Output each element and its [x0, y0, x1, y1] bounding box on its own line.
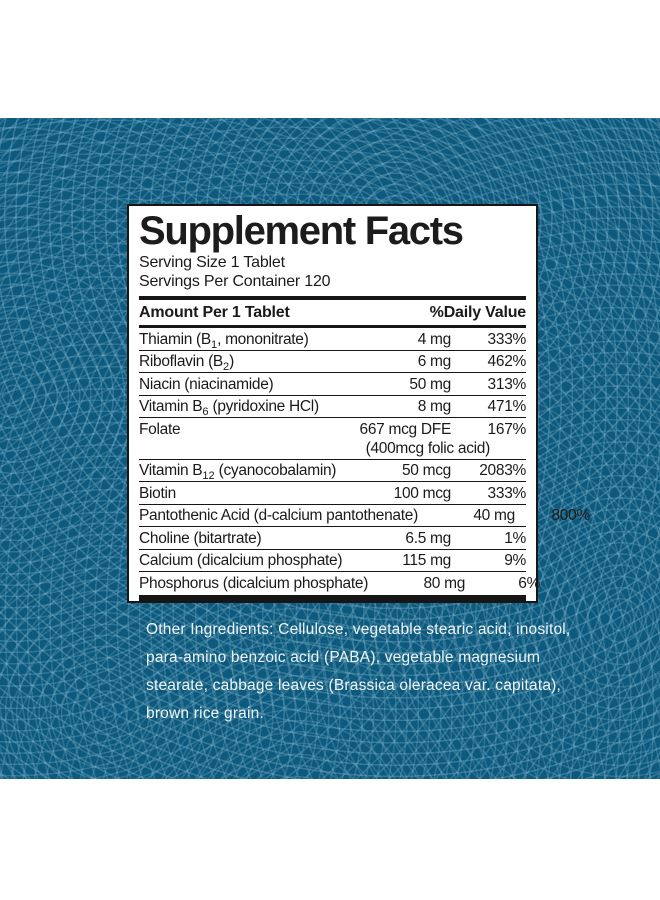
nutrient-row: Thiamin (B1, mononitrate) 4 mg 333% [139, 328, 526, 351]
panel-title: Supplement Facts [139, 209, 464, 253]
nutrient-row: Riboflavin (B2) 6 mg 462% [139, 351, 527, 374]
other-ingredients-line: Other Ingredients: Cellulose, vegetable … [146, 621, 571, 638]
nutrient-daily-value: 471% [487, 398, 527, 415]
nutrient-daily-value: 800% [551, 507, 590, 524]
nutrient-name: Biotin [139, 484, 176, 502]
nutrient-name: Pantothenic Acid (d-calcium pantothenate… [139, 507, 418, 524]
nutrient-daily-value: 167% [487, 420, 527, 438]
supplement-facts-panel: Supplement Facts Serving Size 1 Tablet S… [127, 204, 590, 603]
nutrient-amount: 80 mg [423, 574, 466, 592]
nutrient-amount: 4 mg [417, 330, 452, 348]
table-header-row: Amount Per 1 Tablet %Daily Value [139, 300, 526, 325]
nutrient-amount: 667 mcg DFE [359, 420, 452, 438]
nutrient-amount: 100 mcg [393, 484, 452, 502]
nutrient-name: Phosphorus (dicalcium phosphate) [139, 574, 369, 592]
nutrient-name: Thiamin (B1, mononitrate) [139, 330, 309, 351]
nutrient-daily-value: 6% [518, 574, 541, 592]
nutrient-row: Choline (bitartrate) 6.5 mg 1% [139, 527, 526, 550]
nutrient-amount: 6.5 mg [405, 529, 451, 547]
nutrient-name: Choline (bitartrate) [139, 529, 262, 547]
nutrient-amount: 40 mg [473, 507, 515, 524]
nutrient-amount: 50 mg [409, 375, 451, 393]
nutrient-row: Vitamin B6 (pyridoxine HCl) 8 mg 471% [139, 396, 527, 419]
nutrient-name: Vitamin B6 (pyridoxine HCl) [139, 398, 319, 419]
nutrient-row: Niacin (niacinamide) 50 mg 313% [139, 373, 526, 396]
nutrient-amount: 115 mg [402, 552, 451, 569]
serving-size-text: Serving Size 1 Tablet [139, 254, 285, 271]
amount-column-header: Amount Per 1 Tablet [139, 304, 290, 321]
nutrient-row: Phosphorus (dicalcium phosphate) 80 mg 6… [139, 572, 540, 594]
table-bottom-bar [139, 594, 526, 602]
nutrient-daily-value: 333% [487, 330, 527, 348]
nutrient-row: Vitamin B12 (cyanocobalamin) 50 mcg 2083… [139, 460, 526, 483]
nutrient-name: Niacin (niacinamide) [139, 375, 274, 393]
nutrient-row: Pantothenic Acid (d-calcium pantothenate… [139, 505, 590, 527]
nutrient-daily-value: 1% [504, 529, 526, 547]
other-ingredients-text: Other Ingredients: Cellulose, vegetable … [146, 616, 576, 728]
nutrient-amount: 6 mg [417, 353, 452, 370]
nutrient-name: Vitamin B12 (cyanocobalamin) [139, 462, 337, 483]
other-ingredients-line: para-amino benzoic acid (PABA), vegetabl… [146, 649, 541, 666]
nutrient-daily-value: 9% [504, 552, 526, 569]
nutrient-amount-note: (400mcg folic acid) [365, 439, 491, 457]
daily-value-column-header: %Daily Value [429, 304, 527, 321]
nutrient-table: Thiamin (B1, mononitrate) 4 mg 333% Ribo… [139, 328, 590, 594]
divider-under-header [139, 325, 526, 328]
nutrient-daily-value: 313% [487, 375, 527, 393]
nutrient-daily-value: 333% [487, 484, 527, 502]
nutrient-row: Biotin 100 mcg 333% [139, 482, 526, 505]
nutrient-daily-value: 2083% [479, 462, 526, 479]
nutrient-row: Folate 667 mcg DFE 167% (400mcg folic ac… [139, 418, 526, 460]
other-ingredients-line: brown rice grain. [146, 705, 264, 722]
nutrient-name: Riboflavin (B2) [139, 353, 234, 374]
nutrient-amount: 50 mcg [401, 462, 451, 479]
servings-per-container-text: Servings Per Container 120 [139, 272, 331, 290]
other-ingredients-line: stearate, cabbage leaves (Brassica olera… [146, 677, 562, 694]
nutrient-amount: 8 mg [417, 398, 452, 415]
nutrient-name: Folate [139, 420, 181, 438]
nutrient-daily-value: 462% [487, 353, 527, 370]
nutrient-row: Calcium (dicalcium phosphate) 115 mg 9% [139, 550, 526, 572]
divider-thick-top [139, 296, 526, 300]
nutrient-name: Calcium (dicalcium phosphate) [139, 552, 343, 569]
